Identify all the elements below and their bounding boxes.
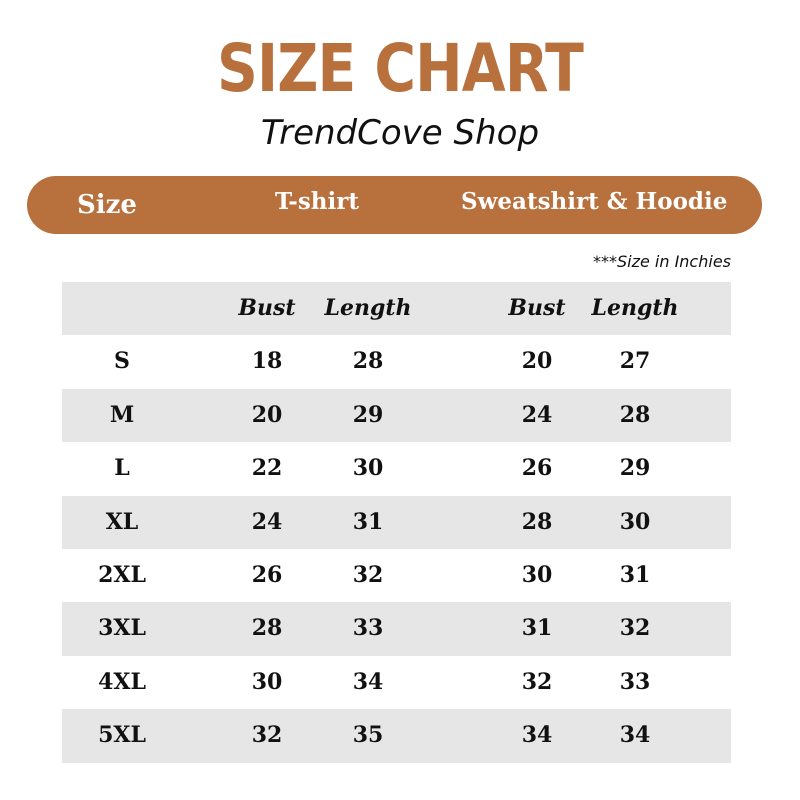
sweatshirt-group-label: Sweatshirt & Hoodie [461,188,728,215]
table-cell: 34 [352,668,384,695]
table-cell: 32 [521,668,553,695]
table-row: XL 24 31 28 30 [62,495,731,549]
size-cell: 3XL [98,615,146,642]
table-cell: 28 [251,615,283,642]
table-cell: 27 [619,348,651,375]
table-header-row: Bust Length Bust Length [62,282,731,336]
size-cell: 4XL [98,668,146,695]
size-cell: 5XL [98,722,146,749]
table-row: 2XL 26 32 30 31 [62,549,731,602]
table-cell: 18 [251,348,283,375]
size-cell: L [114,455,130,482]
size-column-label: Size [77,190,137,220]
table-cell: 20 [521,348,553,375]
table-cell: 31 [352,508,384,535]
table-cell: 29 [619,455,651,482]
table-cell: 28 [521,508,553,535]
table-row: 4XL 30 34 32 33 [62,656,731,709]
size-table: Bust Length Bust Length S 18 28 20 27 M … [62,282,731,763]
size-cell: 2XL [98,561,146,588]
table-cell: 30 [521,561,553,588]
table-cell: 31 [619,561,651,588]
page-title: SIZE CHART [216,30,584,107]
table-row: L 22 30 26 29 [62,442,731,495]
table-cell: 28 [352,348,384,375]
column-header-sweatshirt-bust: Bust [508,295,566,321]
table-cell: 24 [251,508,283,535]
table-cell: 32 [352,561,384,588]
column-header-sweatshirt-length: Length [591,295,679,321]
table-row: S 18 28 20 27 [62,335,731,388]
table-cell: 32 [619,615,651,642]
table-cell: 29 [352,401,384,428]
size-cell: XL [105,508,139,535]
unit-note: ***Size in Inchies [592,252,731,271]
shop-name: TrendCove Shop [260,113,540,153]
table-cell: 26 [521,455,553,482]
size-cell: S [114,348,130,375]
table-row: 3XL 28 33 31 32 [62,602,731,656]
table-cell: 24 [521,401,553,428]
category-header-bar: Size T-shirt Sweatshirt & Hoodie [27,176,762,234]
column-header-tshirt-length: Length [324,295,412,321]
table-cell: 33 [352,615,384,642]
table-cell: 34 [521,722,553,749]
tshirt-group-label: T-shirt [275,188,360,215]
table-cell: 30 [251,668,283,695]
table-cell: 31 [521,615,553,642]
table-cell: 26 [251,561,283,588]
table-cell: 22 [251,455,283,482]
column-header-tshirt-bust: Bust [238,295,296,321]
table-cell: 30 [352,455,384,482]
table-cell: 28 [619,401,651,428]
table-row: 5XL 32 35 34 34 [62,709,731,763]
table-row: M 20 29 24 28 [62,388,731,443]
table-cell: 34 [619,722,651,749]
table-cell: 35 [352,722,384,749]
table-cell: 20 [251,401,283,428]
table-cell: 30 [619,508,651,535]
table-cell: 32 [251,722,283,749]
size-cell: M [109,401,135,428]
table-cell: 33 [619,668,651,695]
